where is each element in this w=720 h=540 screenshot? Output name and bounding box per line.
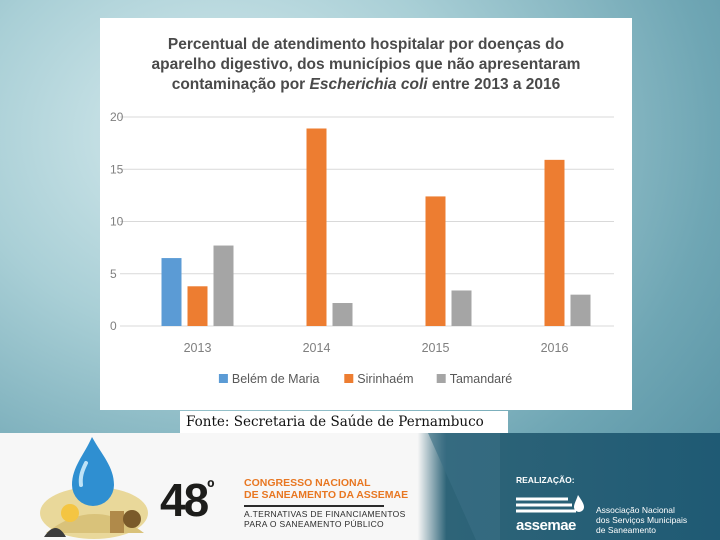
congress-subtitle-1: A.TERNATIVAS DE FINANCIAMENTOS (244, 509, 406, 519)
congress-divider (244, 505, 384, 507)
y-tick-label: 0 (110, 319, 117, 333)
legend-label: Sirinhaém (357, 372, 413, 386)
legend-swatch (344, 374, 354, 383)
y-tick-label: 15 (110, 162, 124, 176)
bar-tamandar--2015 (451, 290, 472, 326)
bar-tamandar--2013 (213, 245, 234, 326)
bar-tamandar--2016 (570, 294, 591, 326)
chart-title-line-2: aparelho digestivo, dos municípios que n… (151, 56, 581, 73)
bar-sirinha-m-2013 (187, 286, 208, 326)
assoc-line-1: Associação Nacional (596, 505, 675, 515)
legend-swatch (436, 374, 446, 383)
chart-title-species: Escherichia coli (309, 76, 428, 93)
congress-line-2: DE SANEAMENTO DA ASSEMAE (244, 489, 409, 501)
assemae-wordmark: assemae (516, 517, 576, 534)
y-tick-label: 10 (110, 215, 124, 229)
congress-edition-number: 48 (160, 474, 209, 526)
congress-subtitle-2: PARA O SANEAMENTO PÚBLICO (244, 519, 384, 529)
bar-sirinha-m-2015 (425, 196, 446, 326)
chart-title-line-3-pre: contaminação por (171, 76, 310, 93)
chart-card: Percentual de atendimento hospitalar por… (100, 18, 632, 410)
bar-chart: 0 5 10 15 20 2013 2014 2015 2016 Belém de Maria Si… (110, 110, 614, 386)
bar-bel-m-de-maria-2013 (161, 258, 182, 326)
chart-title-line-3-post: entre 2013 a 2016 (427, 76, 561, 93)
realizacao-label: REALIZAÇÃO: (516, 475, 575, 485)
water-drop-logo-icon (40, 437, 148, 539)
legend-label: Belém de Maria (232, 372, 320, 386)
legend-swatch (218, 374, 228, 383)
x-tick-label: 2013 (184, 341, 212, 355)
assoc-line-3: de Saneamento (596, 525, 657, 535)
bar-sirinha-m-2014 (306, 128, 327, 326)
x-tick-label: 2014 (303, 341, 331, 355)
x-tick-label: 2015 (422, 341, 450, 355)
congress-line-1: CONGRESSO NACIONAL (244, 477, 371, 489)
bar-sirinha-m-2016 (544, 159, 565, 326)
legend-label: Tamandaré (450, 372, 513, 386)
y-tick-label: 5 (110, 267, 117, 281)
chart-title-line-3: contaminação por Escherichia coli entre … (100, 75, 632, 94)
assemae-waves-icon (516, 495, 584, 513)
y-tick-label: 20 (110, 110, 124, 124)
chart-title-line-1: Percentual de atendimento hospitalar por… (167, 36, 565, 53)
footer-wedge (428, 433, 500, 540)
footer-banner: 48º CONGRESSO NACIONAL DE SANEAMENTO DA … (0, 433, 720, 540)
congress-edition: 48º (160, 473, 215, 527)
x-tick-label: 2016 (541, 341, 569, 355)
congress-edition-ordinal: º (207, 477, 214, 499)
source-caption: Fonte: Secretaria de Saúde de Pernambuco (180, 411, 508, 433)
bar-tamandar--2014 (332, 303, 353, 326)
assoc-line-2: dos Serviços Municipais (596, 515, 688, 525)
